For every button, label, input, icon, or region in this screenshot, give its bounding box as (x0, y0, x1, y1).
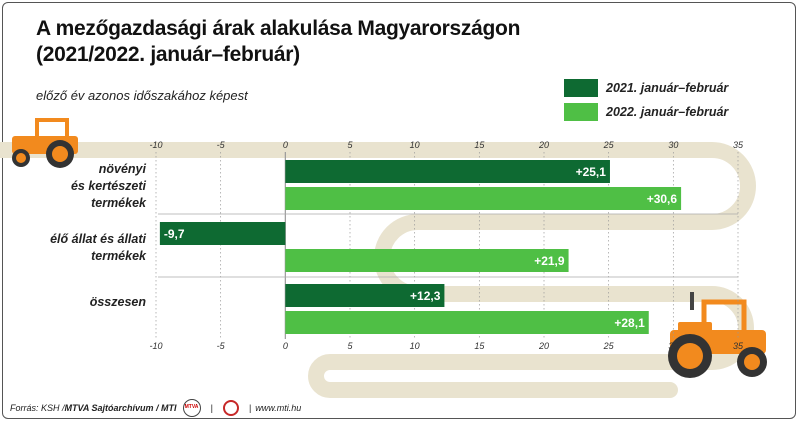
bar-2022 (285, 187, 682, 210)
bar-2021 (285, 284, 445, 307)
legend-item-2021: 2021. január–február (564, 78, 728, 98)
x-tick-label-bottom: 15 (474, 341, 485, 351)
bar-data-label: +28,1 (614, 316, 645, 330)
x-tick-label-top: 35 (733, 140, 744, 150)
bar-data-label: +12,3 (410, 289, 441, 303)
x-tick-label-bottom: 30 (668, 341, 678, 351)
x-tick-label-bottom: 5 (347, 341, 353, 351)
x-tick-label-top: 30 (668, 140, 678, 150)
category-labels: növényi és kertészeti termékek élő állat és… (0, 0, 146, 423)
x-tick-label-bottom: 35 (733, 341, 744, 351)
footer-agency: MTVA Sajtóarchívum / MTI (64, 403, 177, 413)
x-tick-label-bottom: 0 (283, 341, 288, 351)
x-tick-label-top: 10 (410, 140, 420, 150)
tractor-small-icon (12, 118, 78, 168)
footer-website: www.mti.hu (255, 403, 302, 413)
bar-2021 (285, 160, 610, 183)
category-label: összesen (90, 294, 146, 311)
legend-swatch-2022 (564, 103, 598, 121)
frame-border (2, 2, 796, 419)
x-tick-label-top: 5 (347, 140, 353, 150)
bar-2021 (159, 222, 286, 245)
x-tick-label-top: -10 (149, 140, 162, 150)
bar-data-label: +21,9 (534, 254, 565, 268)
bar-data-label: -9,7 (164, 227, 185, 241)
x-tick-label-top: 20 (538, 140, 549, 150)
title-line-1: A mezőgazdasági árak alakulása Magyarors… (36, 17, 521, 40)
footer: Forrás: KSH / MTVA Sajtóarchívum / MTI M… (10, 399, 301, 417)
x-tick-label-top: 25 (603, 140, 615, 150)
category-label-line: és kertészeti (70, 178, 146, 193)
category-label-line: összesen (89, 294, 146, 309)
x-tick-label-top: 15 (474, 140, 485, 150)
legend-label-2021: 2021. január–február (606, 81, 729, 95)
x-tick-label-bottom: 25 (603, 341, 615, 351)
chart-title: A mezőgazdasági árak alakulása Magyarors… (36, 16, 520, 68)
footer-separator-2: | (248, 403, 252, 413)
legend-swatch-2021 (564, 79, 598, 97)
category-label-line: termékek (91, 195, 146, 210)
tractor-large-icon (668, 292, 767, 378)
chart-subtitle: előző év azonos időszakához képest (36, 88, 248, 103)
bar-data-label: +25,1 (576, 165, 607, 179)
x-tick-label-top: 0 (283, 140, 288, 150)
bar-2022 (285, 311, 649, 334)
x-tick-label-bottom: 10 (410, 341, 420, 351)
title-line-2: (2021/2022. január–február) (36, 43, 300, 66)
bar-data-label: +30,6 (647, 192, 678, 206)
mti-logo-icon: MTVA (182, 399, 201, 417)
bar-2022 (285, 249, 569, 272)
category-label-line: termékek (91, 249, 146, 263)
mti-o-logo-icon (222, 400, 239, 416)
x-tick-label-bottom: -5 (217, 341, 226, 351)
category-label: élő állat és állati termékek (50, 231, 146, 265)
x-tick-label-bottom: 20 (538, 341, 549, 351)
category-label: növényi és kertészeti termékek (71, 161, 146, 212)
x-tick-label-top: -5 (217, 140, 226, 150)
x-tick-label-bottom: -10 (149, 341, 162, 351)
category-label-line: élő állat és állati (50, 232, 146, 246)
legend-item-2022: 2022. január–február (564, 102, 728, 122)
footer-source: Forrás: KSH / (10, 403, 65, 413)
footer-separator: | (210, 403, 213, 413)
category-label-line: növényi (98, 161, 146, 176)
legend-label-2022: 2022. január–február (606, 105, 729, 119)
